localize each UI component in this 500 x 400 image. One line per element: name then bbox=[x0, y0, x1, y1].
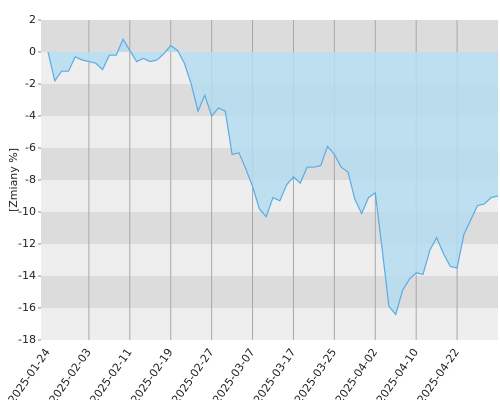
y-tick-label: -8 bbox=[25, 173, 36, 186]
x-tick-label: 2025-02-19 bbox=[128, 346, 175, 400]
y-tick-label: -10 bbox=[18, 205, 36, 218]
y-tick-label: -4 bbox=[25, 109, 36, 122]
y-tick-label: -2 bbox=[25, 77, 36, 90]
band bbox=[41, 20, 498, 52]
y-axis-title: [Zmiany %] bbox=[7, 148, 20, 212]
y-tick-label: 2 bbox=[29, 13, 36, 26]
band bbox=[41, 276, 498, 308]
x-tick-label: 2025-02-03 bbox=[47, 346, 94, 400]
y-tick-label: -16 bbox=[18, 301, 36, 314]
x-tick-label: 2025-02-11 bbox=[87, 346, 134, 400]
line bbox=[47, 37, 499, 316]
x-tick-label: 2025-04-02 bbox=[333, 346, 380, 400]
y-tick-label: -6 bbox=[25, 141, 36, 154]
x-tick-label: 2025-04-10 bbox=[374, 346, 421, 400]
x-tick-label: 2025-04-22 bbox=[415, 346, 462, 400]
y-tick-label: -18 bbox=[18, 333, 36, 346]
x-tick-label: 2025-03-17 bbox=[251, 346, 298, 400]
x-tick-label: 2025-01-24 bbox=[6, 346, 53, 400]
x-tick-label: 2025-02-27 bbox=[169, 346, 216, 400]
y-tick-label: 0 bbox=[29, 45, 36, 58]
x-tick-label: 2025-03-25 bbox=[292, 346, 339, 400]
y-tick-label: -12 bbox=[18, 237, 36, 250]
band bbox=[41, 308, 498, 340]
area bbox=[48, 39, 498, 315]
x-tick-label: 2025-03-07 bbox=[210, 346, 257, 400]
y-tick-label: -14 bbox=[18, 269, 36, 282]
